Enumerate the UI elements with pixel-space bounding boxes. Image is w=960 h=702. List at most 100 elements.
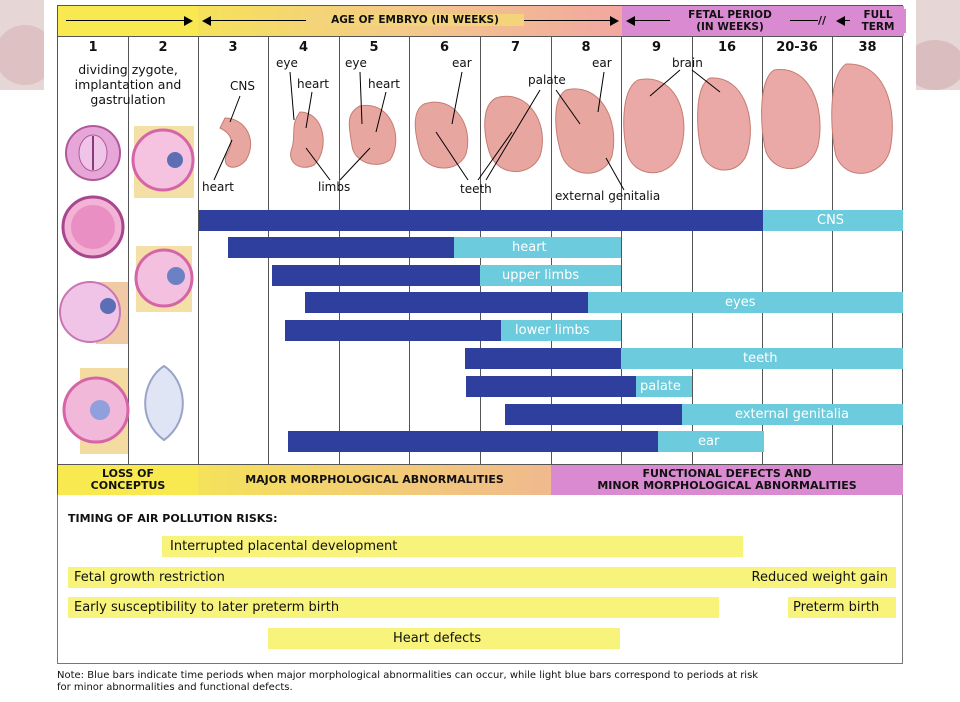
bar-dark-segment bbox=[465, 348, 621, 369]
footer-loss-line-2: CONCEPTUS bbox=[90, 479, 166, 492]
risk-preterm: Preterm birth bbox=[788, 597, 896, 618]
gastrulation-icon bbox=[62, 368, 130, 454]
label-teeth: teeth bbox=[460, 182, 492, 196]
week-label: 6 bbox=[439, 40, 450, 55]
risk-label-right: Reduced weight gain bbox=[751, 570, 889, 585]
week-label: 9 bbox=[651, 40, 662, 55]
label-ear-week8: ear bbox=[592, 56, 612, 70]
bar-ear: ear bbox=[288, 431, 764, 452]
week-label: 1 bbox=[88, 40, 98, 55]
bar-light-segment bbox=[763, 210, 903, 231]
week-label: 2 bbox=[158, 40, 168, 55]
bar-dark-segment bbox=[466, 376, 636, 397]
week-label: 4 bbox=[298, 40, 309, 55]
embryonic-disc-icon bbox=[134, 246, 194, 312]
footer-loss-line-1: LOSS OF bbox=[101, 467, 154, 480]
arrow-left-icon bbox=[626, 16, 635, 26]
bar-label: palate bbox=[640, 379, 681, 394]
risk-placental: Interrupted placental development bbox=[162, 536, 743, 557]
stage-line: dividing zygote, bbox=[78, 62, 178, 77]
full-term-line-2: TERM bbox=[861, 21, 895, 33]
label-cns: CNS bbox=[230, 79, 255, 93]
risk-label: Heart defects bbox=[393, 631, 482, 646]
bar-light-segment bbox=[588, 292, 903, 313]
label-heart-week3: heart bbox=[202, 180, 234, 194]
footer-functional-defects: FUNCTIONAL DEFECTS AND MINOR MORPHOLOGIC… bbox=[551, 465, 903, 495]
bar-light-segment bbox=[658, 431, 764, 452]
bar-light-segment bbox=[454, 237, 621, 258]
stage-description: dividing zygote, implantation and gastru… bbox=[60, 62, 196, 107]
header-embryo-label: AGE OF EMBRYO (IN WEEKS) bbox=[306, 14, 524, 26]
bar-light-segment bbox=[621, 348, 903, 369]
embryo-week4-icon bbox=[290, 111, 324, 168]
header-arrow-line bbox=[66, 20, 186, 21]
bar-label: eyes bbox=[725, 295, 756, 310]
fetus-week38-icon bbox=[831, 63, 893, 174]
column-divider bbox=[762, 37, 763, 464]
label-brain: brain bbox=[672, 56, 703, 70]
week-label: 7 bbox=[510, 40, 521, 55]
week-label: 8 bbox=[581, 40, 591, 55]
week-label: 20-36 bbox=[776, 40, 818, 55]
break-mark: // bbox=[818, 14, 827, 27]
arrow-right-icon bbox=[610, 16, 619, 26]
arrow-right-icon bbox=[184, 16, 193, 26]
risk-section-title: TIMING OF AIR POLLUTION RISKS: bbox=[68, 512, 278, 525]
bar-label: ear bbox=[698, 434, 720, 449]
label-eye-week4: eye bbox=[276, 56, 298, 70]
label-ear-week6: ear bbox=[452, 56, 472, 70]
bar-dark-segment bbox=[272, 265, 480, 286]
morula-icon bbox=[61, 195, 125, 259]
fetal-line-2: (IN WEEKS) bbox=[696, 21, 764, 33]
footnote: Note: Blue bars indicate time periods wh… bbox=[57, 670, 917, 694]
bar-dark-segment bbox=[505, 404, 682, 425]
label-eye-week5: eye bbox=[345, 56, 367, 70]
bar-label: heart bbox=[512, 240, 547, 255]
bar-dark-segment bbox=[305, 292, 588, 313]
week-label: 16 bbox=[717, 40, 737, 55]
risk-label: Early susceptibility to later preterm bi… bbox=[74, 600, 340, 615]
bar-teeth: teeth bbox=[465, 348, 903, 369]
risk-label: Preterm birth bbox=[793, 600, 880, 615]
week-label: 3 bbox=[228, 40, 238, 55]
bar-light-segment bbox=[501, 320, 621, 341]
embryo-week3-icon bbox=[219, 117, 251, 168]
zygote-icon bbox=[65, 125, 121, 181]
header-divider bbox=[57, 36, 903, 37]
bar-dark-segment bbox=[199, 210, 763, 231]
embryo-week6-icon bbox=[414, 101, 469, 169]
bar-label: lower limbs bbox=[515, 323, 590, 338]
full-term-line-1: FULL bbox=[863, 9, 893, 21]
embryo-week5-icon bbox=[348, 105, 397, 165]
fetus-week20-36-icon bbox=[761, 69, 821, 169]
bar-external-genitalia: external genitalia bbox=[505, 404, 903, 425]
footer-major-abnormalities: MAJOR MORPHOLOGICAL ABNORMALITIES bbox=[198, 465, 551, 495]
label-heart-week5: heart bbox=[368, 77, 400, 91]
bar-palate: palate bbox=[466, 376, 692, 397]
chorionic-sac-icon bbox=[144, 364, 184, 442]
fetus-week16-icon bbox=[697, 77, 751, 171]
bar-label: external genitalia bbox=[735, 407, 849, 422]
bar-dark-segment bbox=[228, 237, 454, 258]
bar-label: upper limbs bbox=[502, 268, 580, 283]
label-limbs: limbs bbox=[318, 180, 351, 194]
risk-label: Fetal growth restriction bbox=[74, 570, 225, 585]
footnote-line-2: for minor abnormalities and functional d… bbox=[57, 682, 293, 693]
bar-light-segment bbox=[480, 265, 621, 286]
fetus-week9-icon bbox=[623, 78, 685, 174]
bar-heart: heart bbox=[228, 237, 621, 258]
column-divider bbox=[621, 37, 622, 464]
header-preembryonic bbox=[58, 6, 198, 36]
week-label: 38 bbox=[858, 40, 877, 55]
arrow-left-icon bbox=[836, 16, 845, 26]
risk-panel-border bbox=[57, 494, 903, 664]
bar-eyes: eyes bbox=[305, 292, 903, 313]
label-palate: palate bbox=[528, 73, 566, 87]
bar-light-segment bbox=[636, 376, 692, 397]
header-embryo-age: AGE OF EMBRYO (IN WEEKS) bbox=[198, 6, 622, 36]
column-divider bbox=[198, 37, 199, 464]
arrow-left-icon bbox=[202, 16, 211, 26]
header-fetal-label: FETAL PERIOD (IN WEEKS) bbox=[670, 9, 790, 33]
stage-line: gastrulation bbox=[90, 92, 166, 107]
